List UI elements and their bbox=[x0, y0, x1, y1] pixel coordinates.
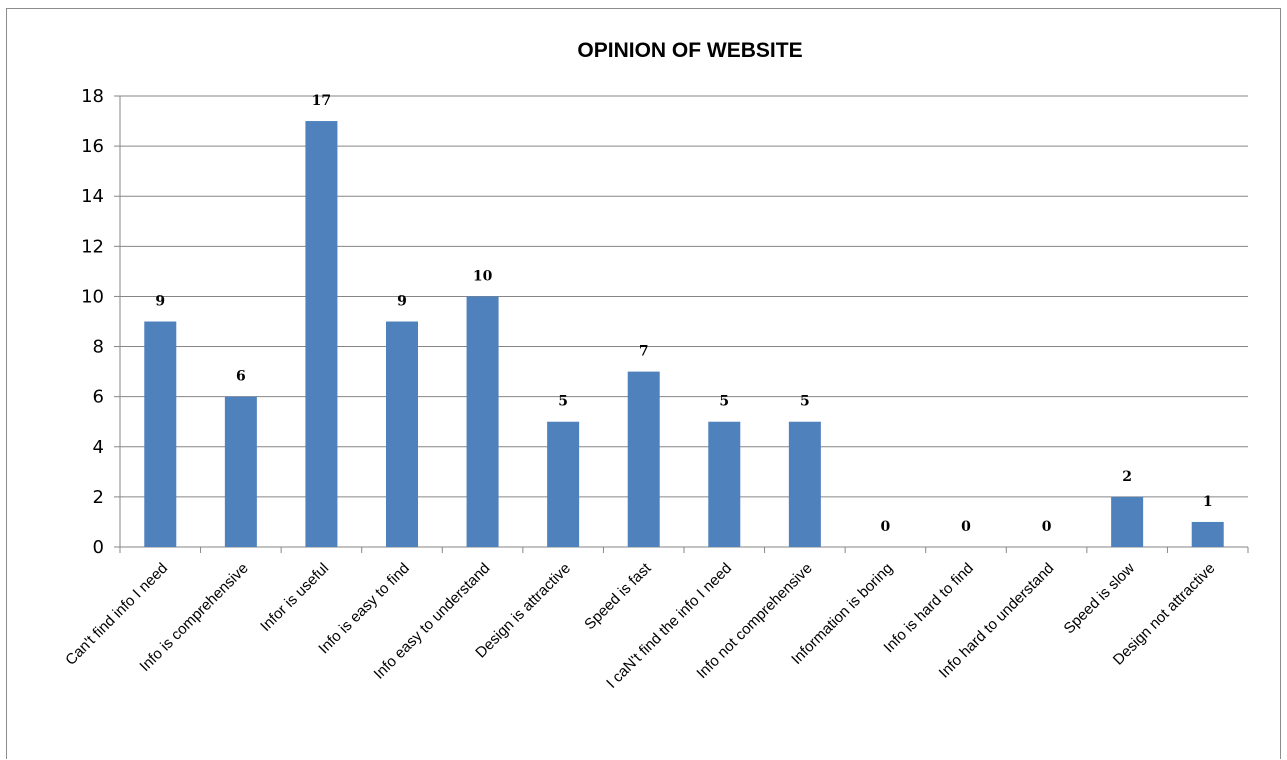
data-label: 5 bbox=[800, 394, 810, 410]
bar bbox=[466, 296, 499, 547]
data-label: 17 bbox=[312, 93, 331, 109]
y-tick-label: 16 bbox=[81, 136, 104, 157]
chart-frame: OPINION OF WEBSITE 9 6 17 9 10 5 7 5 5 0 0 0 2 1 0 2 4 6… bbox=[6, 8, 1281, 759]
y-tick-label: 8 bbox=[93, 337, 104, 358]
y-tick-label: 18 bbox=[81, 86, 104, 107]
y-tick-label: 14 bbox=[81, 186, 104, 207]
data-label: 0 bbox=[1042, 519, 1052, 535]
bar bbox=[386, 321, 418, 547]
bar bbox=[547, 421, 580, 547]
data-label: 0 bbox=[881, 519, 891, 535]
data-label: 5 bbox=[558, 394, 568, 410]
y-tick-label: 0 bbox=[93, 537, 104, 558]
y-tick-label: 10 bbox=[81, 286, 104, 307]
gridlines bbox=[120, 95, 1248, 498]
data-labels: 9 6 17 9 10 5 7 5 5 0 0 0 2 1 bbox=[155, 93, 1212, 535]
data-label: 2 bbox=[1122, 469, 1132, 485]
y-tick-label: 12 bbox=[81, 236, 104, 257]
y-axis-ticks: 0 2 4 6 8 10 12 14 16 18 bbox=[81, 86, 104, 558]
data-label: 9 bbox=[155, 294, 165, 310]
x-tick-label: Infor is useful bbox=[257, 560, 332, 635]
y-tick-label: 2 bbox=[93, 487, 104, 508]
y-tick-label: 4 bbox=[93, 437, 104, 458]
data-label: 10 bbox=[473, 268, 493, 284]
chart-title: OPINION OF WEBSITE bbox=[577, 39, 802, 62]
data-label: 1 bbox=[1203, 494, 1213, 510]
axes bbox=[114, 95, 1249, 553]
x-tick-label: Speed is slow bbox=[1060, 560, 1138, 638]
data-label: 0 bbox=[961, 519, 971, 535]
bar bbox=[788, 421, 821, 547]
bars bbox=[144, 121, 1224, 548]
data-label: 5 bbox=[719, 394, 729, 410]
bar bbox=[224, 396, 257, 547]
bar bbox=[144, 321, 177, 547]
bar bbox=[1191, 521, 1224, 547]
bar bbox=[1111, 496, 1144, 547]
data-label: 7 bbox=[639, 344, 649, 360]
bar bbox=[708, 421, 741, 547]
bar bbox=[627, 371, 660, 547]
bar-chart: OPINION OF WEBSITE 9 6 17 9 10 5 7 5 5 0 0 0 2 1 0 2 4 6… bbox=[62, 39, 1249, 692]
x-tick-label: Speed is fast bbox=[581, 559, 655, 633]
data-label: 6 bbox=[236, 369, 246, 385]
data-label: 9 bbox=[397, 294, 407, 310]
y-tick-label: 6 bbox=[93, 387, 104, 408]
bar bbox=[305, 121, 338, 548]
